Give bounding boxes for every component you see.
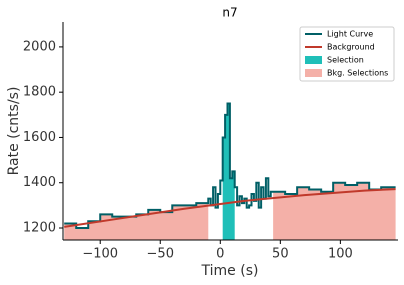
x-axis-label: Time (s) bbox=[201, 263, 259, 279]
y-tick-label: 1200 bbox=[23, 221, 56, 236]
y-tick-label: 1600 bbox=[23, 130, 56, 145]
x-tick-label: 0 bbox=[216, 247, 224, 262]
x-tick-label: −100 bbox=[82, 247, 118, 262]
y-tick-label: 1800 bbox=[23, 85, 56, 100]
y-axis-label: Rate (cnts/s) bbox=[6, 87, 22, 176]
x-tick-label: −50 bbox=[147, 247, 174, 262]
x-tick-label: 100 bbox=[328, 247, 353, 262]
legend-label: Bkg. Selections bbox=[327, 69, 388, 78]
y-tick-label: 1400 bbox=[23, 175, 56, 190]
bkg-selection-area bbox=[273, 182, 396, 240]
legend-label: Background bbox=[327, 43, 375, 52]
chart-title: n7 bbox=[222, 6, 237, 20]
legend-swatch bbox=[305, 56, 322, 64]
legend-swatch bbox=[305, 69, 322, 77]
x-tick-label: 50 bbox=[272, 247, 289, 262]
y-tick-label: 2000 bbox=[23, 39, 56, 54]
legend-label: Selection bbox=[327, 56, 364, 65]
background-line bbox=[64, 188, 396, 228]
legend-box bbox=[299, 26, 395, 82]
legend-label: Light Curve bbox=[327, 30, 373, 39]
